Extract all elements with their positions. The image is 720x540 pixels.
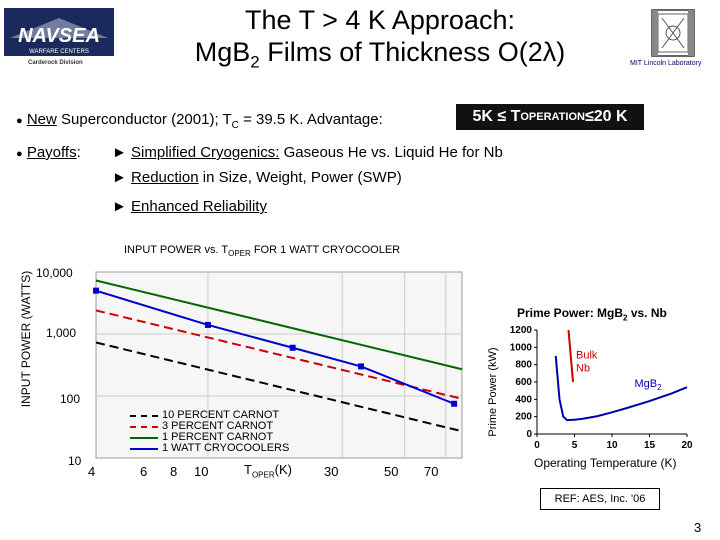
chart-title: INPUT POWER vs. TOPER FOR 1 WATT CRYOCOO… xyxy=(124,244,401,259)
inset-series-mgb2 xyxy=(554,355,688,422)
lab-label: MIT Lincoln Laboratory xyxy=(630,60,702,67)
y-tick-label: 10,000 xyxy=(36,266,73,280)
legend-item-cryo: 1 WATT CRYOCOOLERS xyxy=(130,443,289,454)
legend-item-3pct: 3 PERCENT CARNOT xyxy=(130,421,289,432)
inset-y-tick-label: 800 xyxy=(515,360,532,371)
inset-y-tick-label: 1000 xyxy=(510,342,533,353)
inset-title: Prime Power: MgB2 vs. Nb xyxy=(517,306,667,323)
inset-x-tick-label: 0 xyxy=(534,440,540,451)
inset-y-tick-label: 1200 xyxy=(510,325,533,336)
advantage-box: 5K ≤ T OPERATION ≤20 K xyxy=(456,104,644,130)
inset-label-mgb2: MgB2 xyxy=(635,378,663,392)
inset-x-tick-label: 5 xyxy=(572,440,578,451)
x-tick-label: 10 xyxy=(194,464,209,479)
x-tick-label: 30 xyxy=(324,464,339,479)
data-point xyxy=(93,287,99,294)
y-tick-label: 1,000 xyxy=(46,326,77,340)
x-tick-label: 70 xyxy=(424,464,439,479)
legend-item-1pct: 1 PERCENT CARNOT xyxy=(130,432,289,443)
y-tick-label: 10 xyxy=(68,454,82,468)
slide-title: The T > 4 K Approach: MgB2 Films of Thic… xyxy=(150,4,610,78)
inset-y-tick-label: 600 xyxy=(515,377,532,388)
inset-series-bulk-nb xyxy=(567,329,574,383)
title-line-1: The T > 4 K Approach: xyxy=(245,5,515,35)
title-line-2: MgB2 Films of Thickness O(2λ) xyxy=(194,37,566,72)
inset-y-tick-label: 400 xyxy=(515,394,532,405)
payoff-item-1: ► Simplified Cryogenics: Gaseous He vs. … xyxy=(112,144,503,161)
mit-lincoln-logo xyxy=(651,9,695,57)
series-1pct-carnot xyxy=(95,279,463,371)
page-number: 3 xyxy=(694,520,702,535)
inset-x-tick-label: 20 xyxy=(681,440,693,451)
chart-legend: 10 PERCENT CARNOT 3 PERCENT CARNOT 1 PER… xyxy=(130,410,289,454)
logo-text: NAVSEA xyxy=(18,25,100,47)
inset-x-tick-label: 15 xyxy=(644,440,656,451)
payoff-item-2: ► Reduction in Size, Weight, Power (SWP) xyxy=(112,169,402,186)
navsea-logo: NAVSEA WARFARE CENTERS xyxy=(4,8,114,56)
inset-y-tick-label: 0 xyxy=(526,429,532,440)
data-point xyxy=(204,321,211,328)
y-tick-label: 100 xyxy=(60,392,81,406)
data-point xyxy=(451,400,458,407)
data-point xyxy=(289,344,296,351)
x-axis-label: TOPER(K) xyxy=(244,462,292,480)
bullet-payoffs: ● Payoffs: xyxy=(16,144,81,161)
payoff-item-3: ► Enhanced Reliability xyxy=(112,198,267,215)
legend-item-10pct: 10 PERCENT CARNOT xyxy=(130,410,289,421)
series-10pct-carnot xyxy=(95,341,463,433)
inset-x-tick-label: 10 xyxy=(606,440,618,451)
division-label: Carderock Division xyxy=(28,60,83,66)
inset-label-bulk: Bulk xyxy=(576,350,598,362)
data-point xyxy=(358,363,365,370)
x-tick-label: 4 xyxy=(88,464,96,479)
logo-subtext: WARFARE CENTERS xyxy=(29,49,89,55)
reference-box: REF: AES, Inc. '06 xyxy=(540,488,660,510)
inset-x-axis-label: Operating Temperature (K) xyxy=(534,456,677,470)
series-3pct-carnot xyxy=(95,309,463,400)
x-tick-label: 6 xyxy=(140,464,148,479)
x-tick-label: 50 xyxy=(384,464,399,479)
inset-y-tick-label: 200 xyxy=(515,412,532,423)
x-tick-label: 8 xyxy=(170,464,178,479)
bullet-new: ● New Superconductor (2001); TC = 39.5 K… xyxy=(16,111,383,131)
inset-label-nb: Nb xyxy=(576,363,590,375)
